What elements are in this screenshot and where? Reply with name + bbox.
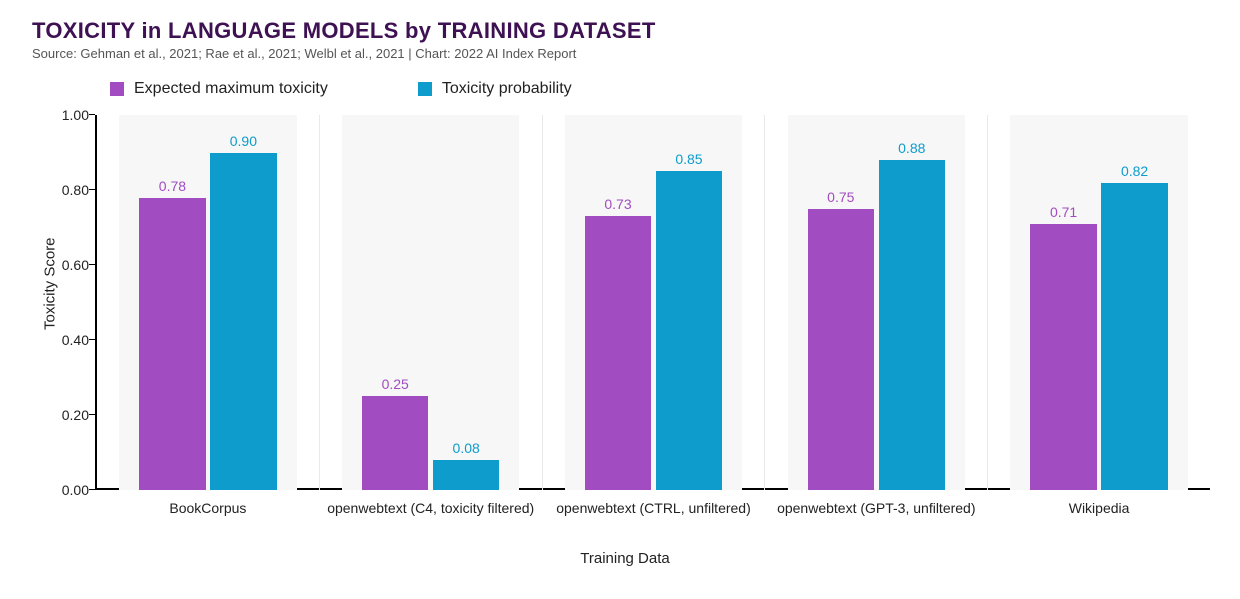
legend-item: Toxicity probability: [418, 80, 572, 98]
bar-value-label: 0.90: [210, 133, 277, 149]
x-tick-label: openwebtext (GPT-3, unfiltered): [765, 500, 987, 518]
y-tick-mark: [89, 414, 95, 415]
bar: 0.90: [210, 153, 277, 491]
bar-value-label: 0.85: [656, 151, 723, 167]
y-axis-label: Toxicity Score: [42, 237, 59, 330]
x-tick-label: BookCorpus: [97, 500, 319, 518]
bar: 0.78: [139, 198, 206, 491]
y-tick-mark: [89, 339, 95, 340]
chart-title: TOXICITY in LANGUAGE MODELS by TRAINING …: [32, 18, 656, 44]
bar: 0.08: [433, 460, 500, 490]
legend-swatch-1: [418, 82, 432, 96]
bar-groups: 0.780.90BookCorpus0.250.08openwebtext (C…: [97, 115, 1210, 490]
bar-group: 0.750.88openwebtext (GPT-3, unfiltered): [765, 115, 988, 490]
bar: 0.73: [585, 216, 652, 490]
x-tick-label: Wikipedia: [988, 500, 1210, 518]
bar: 0.71: [1030, 224, 1097, 490]
y-tick-label: 0.00: [49, 482, 89, 498]
y-tick-label: 0.40: [49, 332, 89, 348]
bar-value-label: 0.73: [585, 196, 652, 212]
legend: Expected maximum toxicity Toxicity proba…: [110, 80, 572, 98]
y-tick-label: 0.80: [49, 182, 89, 198]
bar-value-label: 0.08: [433, 440, 500, 456]
legend-swatch-0: [110, 82, 124, 96]
bar-value-label: 0.71: [1030, 204, 1097, 220]
x-tick-label: openwebtext (CTRL, unfiltered): [543, 500, 765, 518]
bar: 0.85: [656, 171, 723, 490]
y-tick-label: 0.60: [49, 257, 89, 273]
bar: 0.82: [1101, 183, 1168, 491]
y-tick-label: 1.00: [49, 107, 89, 123]
y-tick-mark: [89, 114, 95, 115]
y-tick-mark: [89, 264, 95, 265]
bar: 0.75: [808, 209, 875, 490]
plot: Toxicity Score 0.000.200.400.600.801.00 …: [40, 115, 1210, 545]
bar-value-label: 0.88: [879, 140, 946, 156]
bar-group: 0.710.82Wikipedia: [988, 115, 1210, 490]
bar: 0.88: [879, 160, 946, 490]
bar-value-label: 0.75: [808, 189, 875, 205]
y-tick-label: 0.20: [49, 407, 89, 423]
bar-group: 0.780.90BookCorpus: [97, 115, 320, 490]
legend-label: Toxicity probability: [442, 80, 572, 98]
legend-item: Expected maximum toxicity: [110, 80, 328, 98]
legend-label: Expected maximum toxicity: [134, 80, 328, 98]
bar-value-label: 0.78: [139, 178, 206, 194]
bar-group: 0.250.08openwebtext (C4, toxicity filter…: [320, 115, 543, 490]
x-tick-label: openwebtext (C4, toxicity filtered): [320, 500, 542, 518]
chart-subtitle: Source: Gehman et al., 2021; Rae et al.,…: [32, 46, 576, 61]
bar-value-label: 0.25: [362, 376, 429, 392]
x-axis-label: Training Data: [40, 550, 1210, 567]
chart-area: 0.000.200.400.600.801.00 0.780.90BookCor…: [95, 115, 1210, 490]
y-tick-mark: [89, 489, 95, 490]
y-tick-mark: [89, 189, 95, 190]
bar: 0.25: [362, 396, 429, 490]
bar-value-label: 0.82: [1101, 163, 1168, 179]
bar-group: 0.730.85openwebtext (CTRL, unfiltered): [543, 115, 766, 490]
